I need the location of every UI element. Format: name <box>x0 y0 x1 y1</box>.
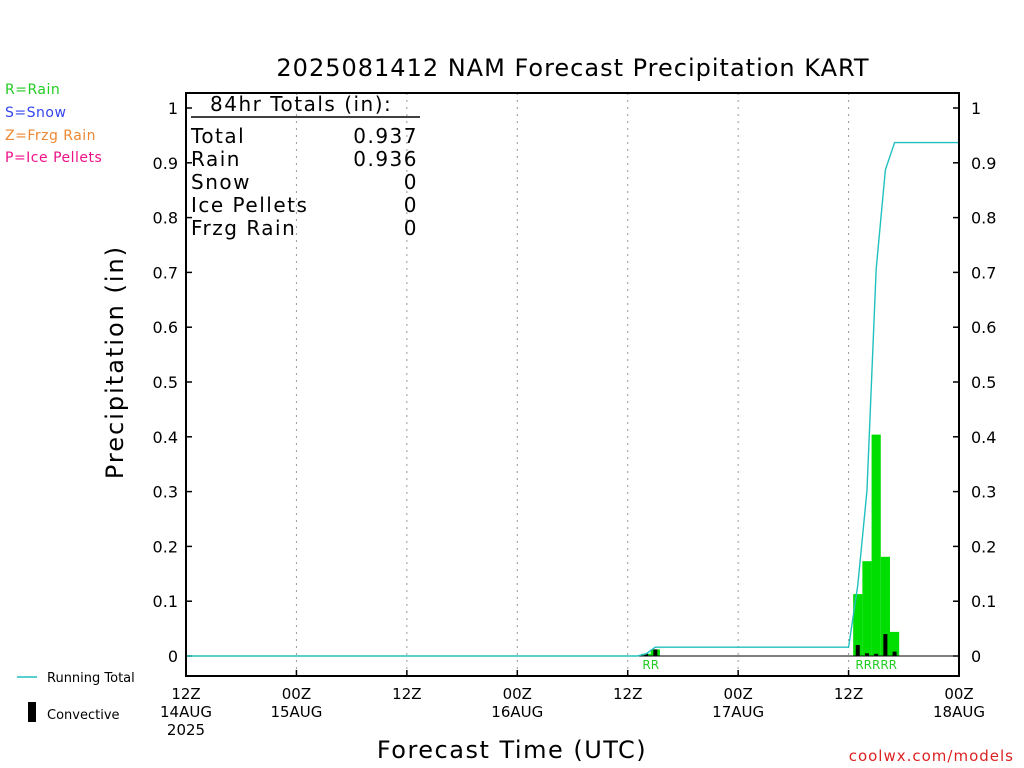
totals-row-value: 0 <box>404 216 418 240</box>
convective-bars <box>644 634 897 656</box>
rain-bar <box>889 631 900 656</box>
convective-bar <box>855 645 860 656</box>
plot-frame <box>185 92 960 677</box>
y-tick-label: 0.3 <box>153 483 178 502</box>
x-gridlines <box>295 93 850 676</box>
rain-bar <box>871 434 881 656</box>
totals-header: 84hr Totals (in): <box>210 92 392 116</box>
y-ticks-right: 0 0.1 0.2 0.3 0.4 0.5 0.6 0.7 0.8 0.9 1 <box>953 99 996 666</box>
x-tick-label: 18AUG <box>933 703 985 721</box>
y-tick-label: 0.4 <box>153 428 178 447</box>
watermark: coolwx.com/models <box>849 747 1014 765</box>
totals-row-value: 0.937 <box>353 124 418 148</box>
totals-row-label: Rain <box>191 147 241 171</box>
ptype-label: RR <box>642 658 659 672</box>
y-tick-label: 0.4 <box>971 428 996 447</box>
x-tick-label: 17AUG <box>712 703 764 721</box>
ptype-label: RRRRR <box>855 658 897 672</box>
totals-row-label: Ice Pellets <box>191 193 308 217</box>
chart-title: 2025081412 NAM Forecast Precipitation KA… <box>276 54 869 82</box>
ptype-legend-snow: S=Snow <box>5 105 67 121</box>
x-tick-label: 16AUG <box>491 703 543 721</box>
totals-row-value: 0.936 <box>353 147 418 171</box>
ptype-legend-rain: R=Rain <box>5 82 61 98</box>
y-tick-label: 0.8 <box>971 209 996 228</box>
y-tick-label: 0.9 <box>971 154 996 173</box>
totals-box: 84hr Totals (in): Total 0.937 Rain 0.936 Sno… <box>190 92 420 240</box>
convective-legend-label: Convective <box>47 708 120 723</box>
rain-bar <box>880 556 890 656</box>
convective-bar <box>874 653 879 656</box>
x-tick-label: 00Z <box>944 685 973 703</box>
running-total-line <box>186 141 959 657</box>
ptype-legend-frzg: Z=Frzg Rain <box>5 128 97 144</box>
y-tick-label: 0.3 <box>971 483 996 502</box>
y-tick-label: 0.2 <box>971 537 996 556</box>
totals-row-value: 0 <box>404 170 418 194</box>
convective-legend-swatch <box>28 702 36 722</box>
convective-bar <box>653 649 658 656</box>
x-tick-label: 12Z <box>171 685 200 703</box>
y-tick-label: 0.1 <box>971 592 996 611</box>
x-tick-label: 12Z <box>392 685 421 703</box>
convective-bar <box>883 634 888 656</box>
y-tick-label: 0.6 <box>971 318 996 337</box>
series-legend: Running Total Convective <box>17 671 135 723</box>
x-tick-label: 15AUG <box>270 703 322 721</box>
y-tick-label: 0.5 <box>153 373 178 392</box>
y-tick-label: 0.7 <box>971 263 996 282</box>
y-tick-label: 0.7 <box>153 263 178 282</box>
rain-bar <box>853 594 863 656</box>
running-total-legend-label: Running Total <box>47 671 135 686</box>
y-tick-label: 0.8 <box>153 209 178 228</box>
ptype-legend-pellets: P=Ice Pellets <box>5 150 103 166</box>
x-tick-label: 00Z <box>282 685 311 703</box>
x-tick-label: 14AUG <box>160 703 212 721</box>
x-tick-label: 2025 <box>167 721 205 739</box>
y-ticks-left: 0 0.1 0.2 0.3 0.4 0.5 0.6 0.7 0.8 0.9 1 <box>153 99 192 666</box>
y-tick-label: 0.6 <box>153 318 178 337</box>
x-tick-label: 12Z <box>834 685 863 703</box>
y-tick-label: 1 <box>971 99 981 118</box>
y-tick-label: 1 <box>168 99 178 118</box>
y-tick-label: 0.1 <box>153 592 178 611</box>
totals-row-label: Total <box>190 124 245 148</box>
y-tick-label: 0.2 <box>153 537 178 556</box>
x-tick-label: 00Z <box>723 685 752 703</box>
totals-row-label: Frzg Rain <box>191 216 296 240</box>
y-tick-label: 0.9 <box>153 154 178 173</box>
totals-row-label: Snow <box>191 170 251 194</box>
y-tick-label: 0.5 <box>971 373 996 392</box>
x-tick-label: 00Z <box>503 685 532 703</box>
convective-bar <box>892 651 897 656</box>
ptype-labels: RR RRRRR <box>642 658 897 672</box>
y-axis-label: Precipitation (in) <box>101 245 129 479</box>
y-tick-label: 0 <box>971 647 981 666</box>
convective-bar <box>644 653 649 656</box>
x-axis-label: Forecast Time (UTC) <box>377 736 647 764</box>
rain-bars <box>641 434 900 656</box>
rain-bar <box>862 561 872 656</box>
y-tick-label: 0 <box>168 647 178 666</box>
x-tick-label: 12Z <box>613 685 642 703</box>
convective-bar <box>864 653 869 656</box>
totals-row-value: 0 <box>404 193 418 217</box>
